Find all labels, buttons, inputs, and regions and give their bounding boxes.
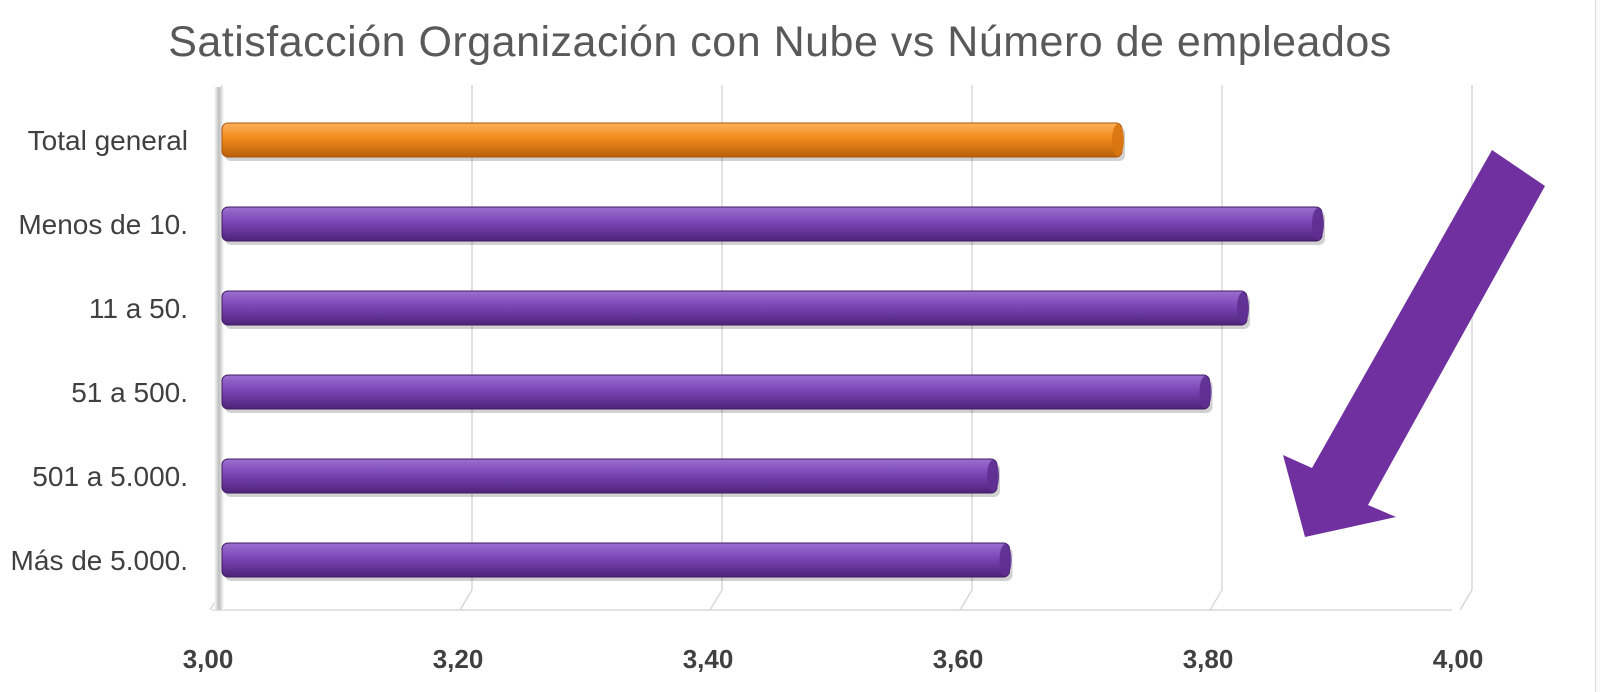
x-tick-label: 3,60	[933, 644, 984, 674]
bar-end-cap	[1112, 124, 1124, 156]
bar	[221, 458, 998, 494]
x-tick-label: 3,80	[1183, 644, 1234, 674]
gridline-foot	[709, 589, 723, 611]
bar-end-cap	[1237, 292, 1249, 324]
category-label: Menos de 10.	[18, 209, 188, 240]
category-label: 501 a 5.000.	[32, 461, 188, 492]
bar	[221, 290, 1248, 326]
bar-end-cap	[999, 544, 1012, 576]
category-label: Más de 5.000.	[11, 545, 188, 576]
bar	[221, 374, 1210, 410]
gridline-foot	[1209, 589, 1223, 611]
trend-arrow	[1283, 150, 1545, 537]
bar-end-cap	[1199, 376, 1212, 408]
x-tick-label: 3,00	[183, 644, 234, 674]
bar	[221, 542, 1010, 578]
x-tick-label: 3,20	[433, 644, 484, 674]
bar-end-cap	[987, 460, 999, 492]
bar-end-cap	[1312, 208, 1324, 240]
category-label: 11 a 50.	[89, 293, 188, 324]
right-edge	[1595, 0, 1600, 692]
category-label: 51 a 500.	[71, 377, 188, 408]
bar	[221, 122, 1123, 158]
x-tick-label: 4,00	[1433, 644, 1484, 674]
category-axis	[214, 87, 224, 610]
gridline-foot	[1459, 589, 1473, 611]
x-tick-label: 3,40	[683, 644, 734, 674]
category-label: Total general	[28, 125, 188, 156]
gridline-foot	[459, 589, 473, 611]
gridline-foot	[959, 589, 973, 611]
bar	[221, 206, 1323, 242]
chart-title: Satisfacción Organización con Nube vs Nú…	[168, 18, 1392, 66]
